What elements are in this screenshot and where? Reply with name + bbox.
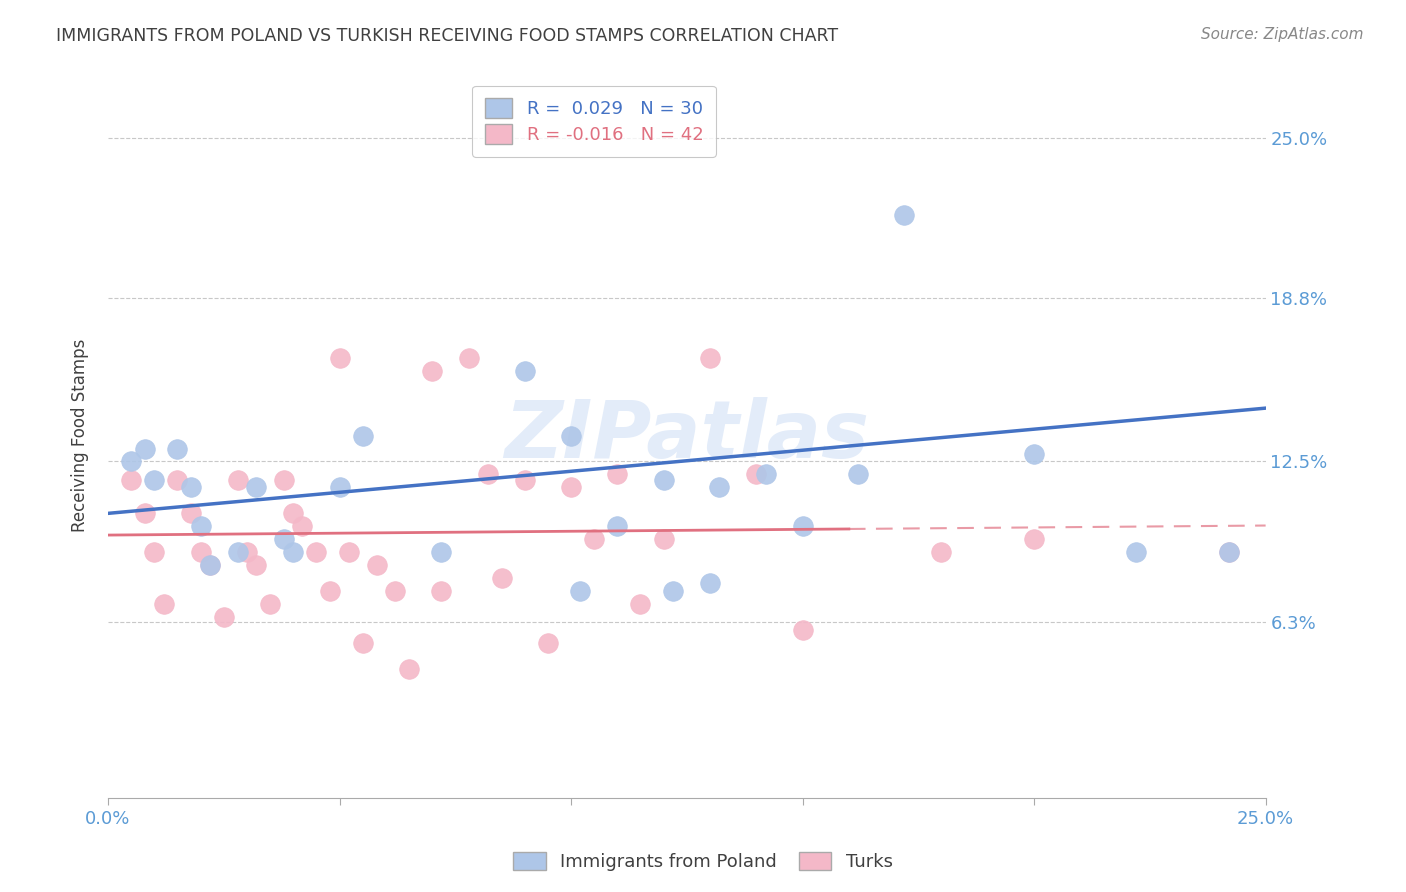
Point <box>328 480 350 494</box>
Point <box>291 519 314 533</box>
Point <box>1022 532 1045 546</box>
Point <box>337 545 360 559</box>
Point <box>606 467 628 482</box>
Point <box>212 610 235 624</box>
Point <box>931 545 953 559</box>
Point <box>245 558 267 572</box>
Point <box>1125 545 1147 559</box>
Point <box>226 473 249 487</box>
Point <box>1218 545 1240 559</box>
Point <box>198 558 221 572</box>
Point <box>384 583 406 598</box>
Point <box>152 597 174 611</box>
Point <box>477 467 499 482</box>
Point <box>537 636 560 650</box>
Legend: Immigrants from Poland, Turks: Immigrants from Poland, Turks <box>506 845 900 879</box>
Point <box>1022 447 1045 461</box>
Point <box>652 473 675 487</box>
Point <box>430 583 453 598</box>
Point <box>709 480 731 494</box>
Point <box>226 545 249 559</box>
Point <box>366 558 388 572</box>
Point <box>134 506 156 520</box>
Point <box>166 473 188 487</box>
Point <box>283 506 305 520</box>
Point <box>792 623 814 637</box>
Text: Source: ZipAtlas.com: Source: ZipAtlas.com <box>1201 27 1364 42</box>
Point <box>352 636 374 650</box>
Point <box>259 597 281 611</box>
Point <box>398 662 420 676</box>
Point <box>319 583 342 598</box>
Point <box>560 428 582 442</box>
Point <box>198 558 221 572</box>
Point <box>273 473 295 487</box>
Point <box>630 597 652 611</box>
Point <box>134 442 156 456</box>
Point <box>513 473 536 487</box>
Point <box>120 454 142 468</box>
Point <box>273 532 295 546</box>
Point <box>745 467 768 482</box>
Point <box>190 519 212 533</box>
Point <box>846 467 869 482</box>
Point <box>606 519 628 533</box>
Point <box>662 583 685 598</box>
Point <box>420 364 443 378</box>
Point <box>283 545 305 559</box>
Point <box>792 519 814 533</box>
Legend: R =  0.029   N = 30, R = -0.016   N = 42: R = 0.029 N = 30, R = -0.016 N = 42 <box>472 86 716 157</box>
Point <box>143 545 166 559</box>
Point <box>245 480 267 494</box>
Point <box>699 576 721 591</box>
Text: IMMIGRANTS FROM POLAND VS TURKISH RECEIVING FOOD STAMPS CORRELATION CHART: IMMIGRANTS FROM POLAND VS TURKISH RECEIV… <box>56 27 838 45</box>
Point <box>236 545 259 559</box>
Point <box>569 583 592 598</box>
Y-axis label: Receiving Food Stamps: Receiving Food Stamps <box>72 339 89 533</box>
Point <box>893 209 915 223</box>
Point <box>458 351 481 365</box>
Point <box>120 473 142 487</box>
Point <box>305 545 328 559</box>
Point <box>699 351 721 365</box>
Point <box>652 532 675 546</box>
Point <box>513 364 536 378</box>
Point <box>143 473 166 487</box>
Point <box>328 351 350 365</box>
Point <box>166 442 188 456</box>
Point <box>1218 545 1240 559</box>
Text: ZIPatlas: ZIPatlas <box>505 397 869 475</box>
Point <box>430 545 453 559</box>
Point <box>560 480 582 494</box>
Point <box>190 545 212 559</box>
Point <box>583 532 606 546</box>
Point <box>491 571 513 585</box>
Point <box>754 467 776 482</box>
Point <box>180 480 202 494</box>
Point <box>352 428 374 442</box>
Point <box>180 506 202 520</box>
